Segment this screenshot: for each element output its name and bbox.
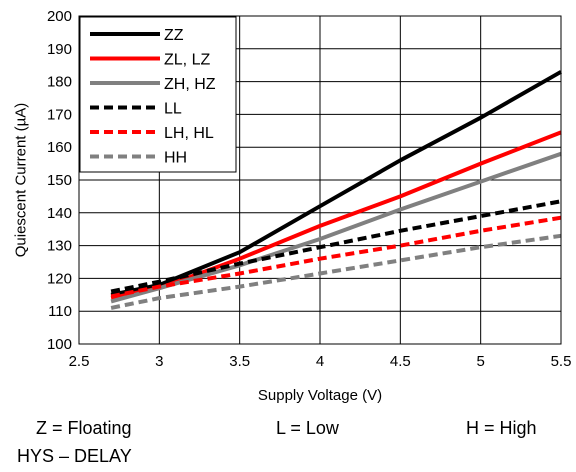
y-tick-label: 150	[47, 172, 72, 189]
legend-label: ZH, HZ	[164, 76, 216, 93]
x-tick-label: 5.5	[551, 353, 572, 370]
x-tick-label: 5	[476, 353, 484, 370]
series-line-6	[110, 233, 562, 310]
y-axis-title: Quiescent Current (µA)	[12, 103, 29, 258]
note-floating: Z = Floating	[36, 418, 132, 438]
legend: ZZ ZL, LZ ZH, HZ LL LH, HL HH	[79, 16, 237, 173]
legend-label: ZL, LZ	[164, 52, 210, 69]
x-tick-label: 4	[316, 353, 324, 370]
caption: HYS – DELAY	[17, 446, 132, 466]
note-low: L = Low	[276, 418, 339, 438]
legend-label: HH	[164, 150, 187, 167]
y-tick-label: 200	[47, 8, 72, 25]
x-tick-label: 2.5	[69, 353, 90, 370]
series-line-5	[110, 215, 562, 299]
y-tick-label: 180	[47, 74, 72, 91]
y-tick-label: 190	[47, 41, 72, 58]
y-tick-label: 130	[47, 238, 72, 255]
tick-labels: 2.5 3 3.5 4 4.5 5 5.5 100 110 120 130 140 150 160 170 1…	[47, 8, 571, 370]
legend-label: LL	[164, 101, 182, 118]
y-tick-label: 110	[48, 303, 72, 320]
y-tick-label: 160	[47, 139, 72, 156]
series-lines	[110, 70, 562, 310]
x-tick-label: 3	[155, 353, 163, 370]
series-line-4	[110, 199, 562, 294]
y-tick-label: 170	[47, 106, 72, 123]
y-tick-label: 120	[47, 270, 72, 287]
plot-frame	[78, 15, 562, 345]
x-tick-label: 3.5	[229, 353, 250, 370]
x-tick-label: 4.5	[390, 353, 411, 370]
y-tick-label: 100	[47, 336, 72, 353]
legend-label: ZZ	[164, 27, 184, 44]
legend-label: LH, HL	[164, 125, 214, 142]
x-axis-title: Supply Voltage (V)	[258, 387, 382, 404]
note-high: H = High	[466, 418, 537, 438]
legend-box	[79, 16, 237, 173]
y-tick-label: 140	[47, 205, 72, 222]
